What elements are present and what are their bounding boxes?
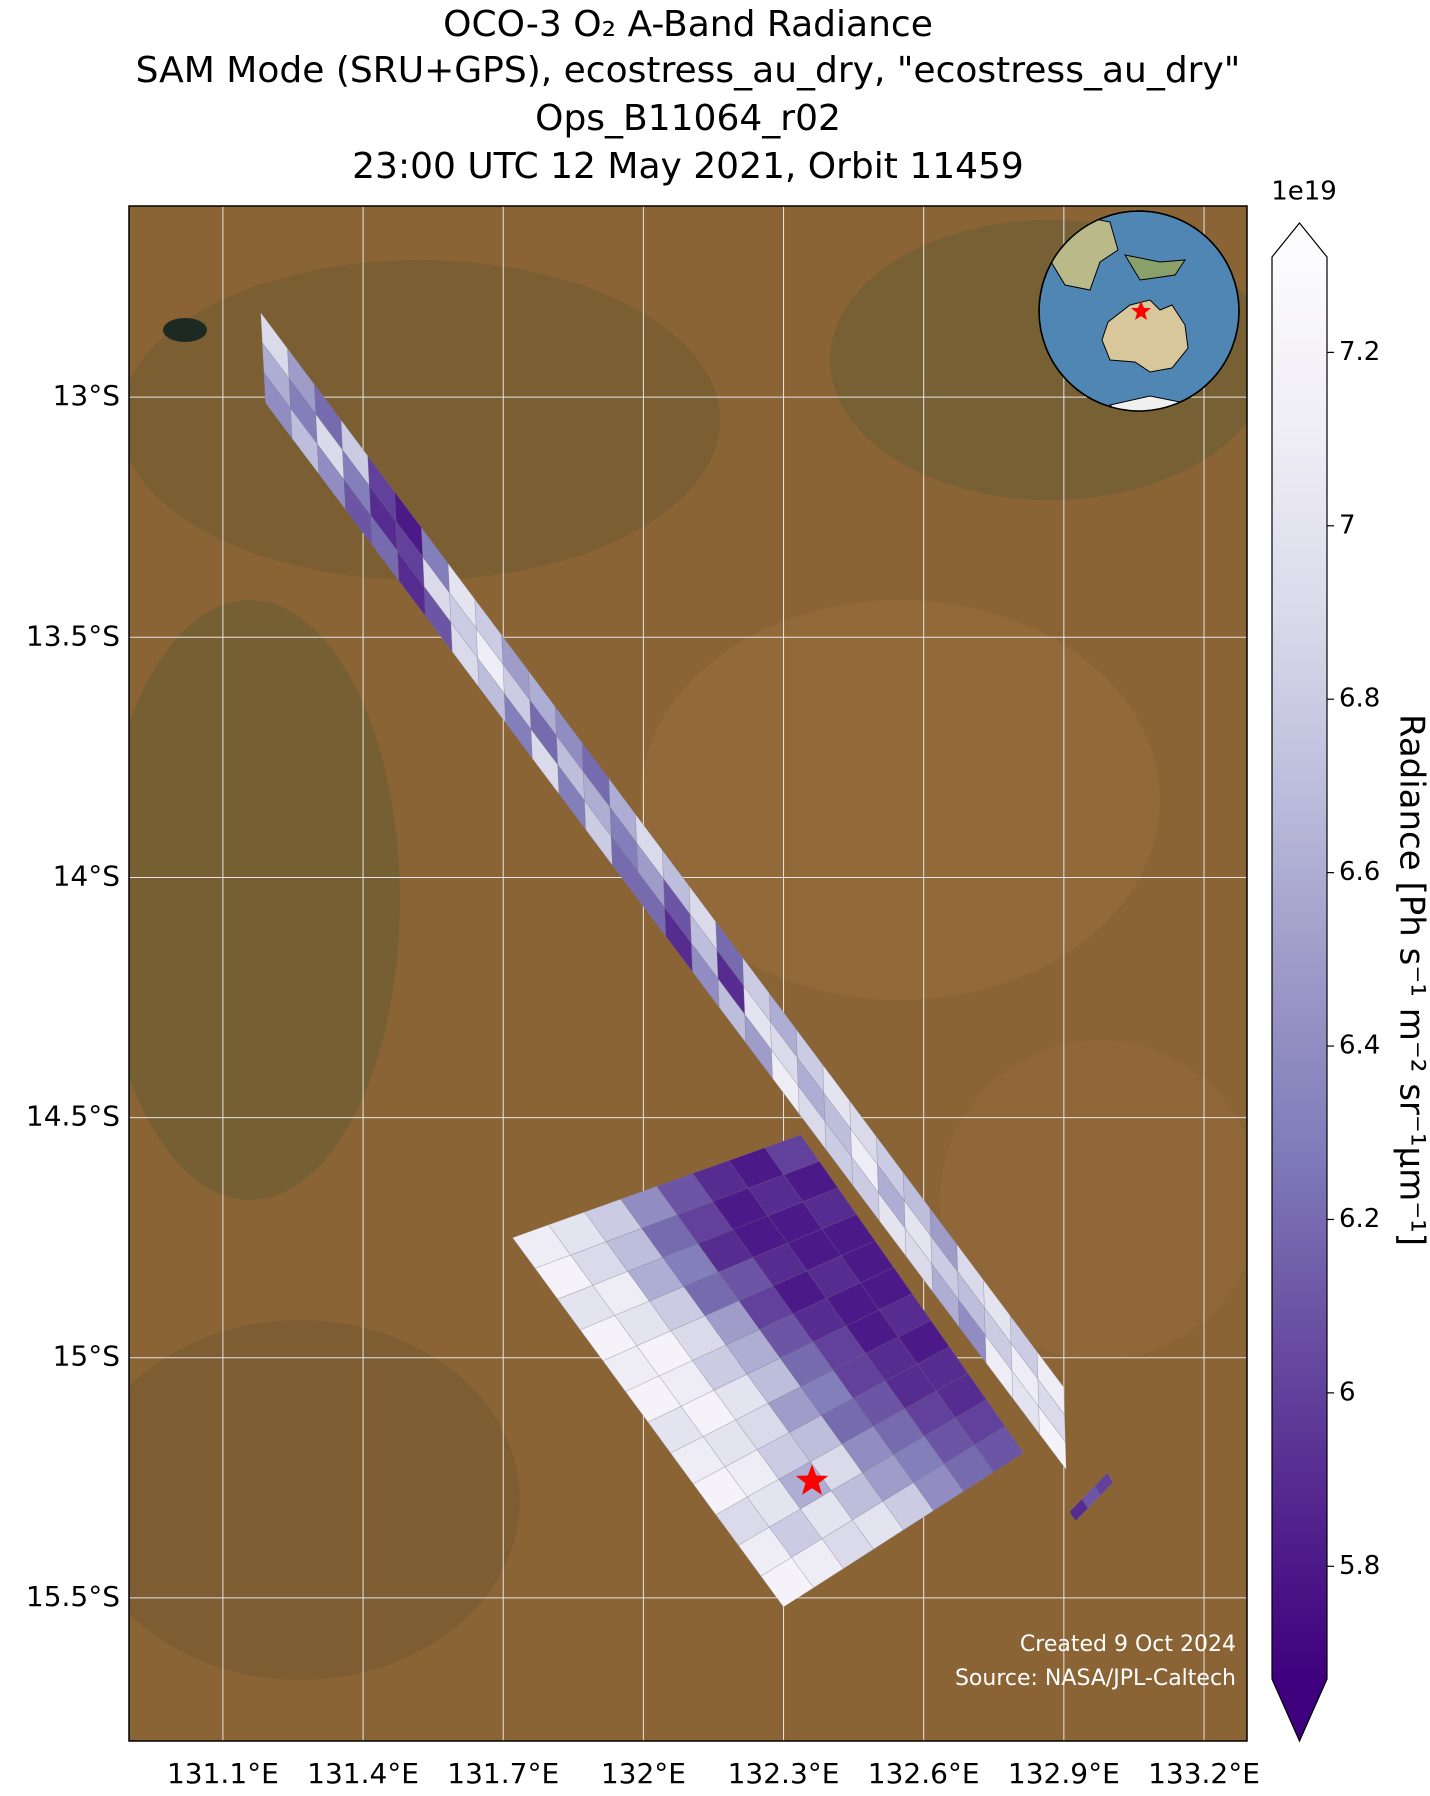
x-tick-label: 132.6°E — [868, 1757, 980, 1790]
x-tick-label: 131.4°E — [307, 1757, 419, 1790]
colorbar — [1272, 257, 1327, 1679]
colorbar-tick-label: 6.4 — [1339, 1031, 1380, 1061]
colorbar-frame — [1271, 222, 1328, 1743]
annotation: Created 9 Oct 2024 — [1020, 1632, 1236, 1657]
swath-cell — [974, 1425, 1025, 1473]
y-tick-label: 15°S — [53, 1340, 120, 1373]
colorbar-tick-label: 7.2 — [1339, 337, 1380, 367]
colorbar-offset: 1e19 — [1271, 177, 1337, 207]
title-line: SAM Mode (SRU+GPS), ecostress_au_dry, "e… — [136, 50, 1241, 91]
colorbar-extend — [1272, 223, 1327, 257]
swath-cell — [1094, 1472, 1114, 1496]
y-tick-label: 14°S — [53, 859, 120, 892]
y-tick-label: 13°S — [53, 379, 120, 412]
colorbar-tick-label: 6 — [1339, 1377, 1356, 1407]
basemap — [129, 206, 1247, 1741]
x-tick-label: 131.1°E — [167, 1757, 279, 1790]
title-line: 23:00 UTC 12 May 2021, Orbit 11459 — [352, 146, 1024, 187]
target-marker — [795, 1464, 829, 1495]
x-tick-label: 132.9°E — [1008, 1757, 1120, 1790]
x-tick-label: 132.3°E — [728, 1757, 840, 1790]
title-line: OCO-3 O₂ A-Band Radiance — [443, 4, 933, 45]
colorbar-tick-label: 6.6 — [1339, 857, 1380, 887]
plot-frame — [128, 205, 1248, 1742]
colorbar-tick-label: 5.8 — [1339, 1551, 1380, 1581]
colorbar-tick-label: 6.2 — [1339, 1204, 1380, 1234]
title-line: Ops_B11064_r02 — [535, 98, 841, 139]
x-tick-label: 133.2°E — [1148, 1757, 1260, 1790]
y-tick-label: 14.5°S — [26, 1100, 120, 1133]
annotation: Source: NASA/JPL-Caltech — [955, 1666, 1236, 1691]
swath-cell — [1038, 1405, 1067, 1471]
x-tick-label: 132°E — [601, 1757, 686, 1790]
colorbar-tick-label: 6.8 — [1339, 684, 1380, 714]
colorbar-label: Radiance [Ph s⁻¹ m⁻² sr⁻¹μm⁻¹] — [1392, 714, 1430, 1246]
colorbar-extend — [1272, 1679, 1327, 1741]
y-tick-label: 15.5°S — [26, 1580, 120, 1613]
x-tick-label: 131.7°E — [447, 1757, 559, 1790]
colorbar-tick-label: 7 — [1339, 510, 1356, 540]
y-tick-label: 13.5°S — [26, 619, 120, 652]
